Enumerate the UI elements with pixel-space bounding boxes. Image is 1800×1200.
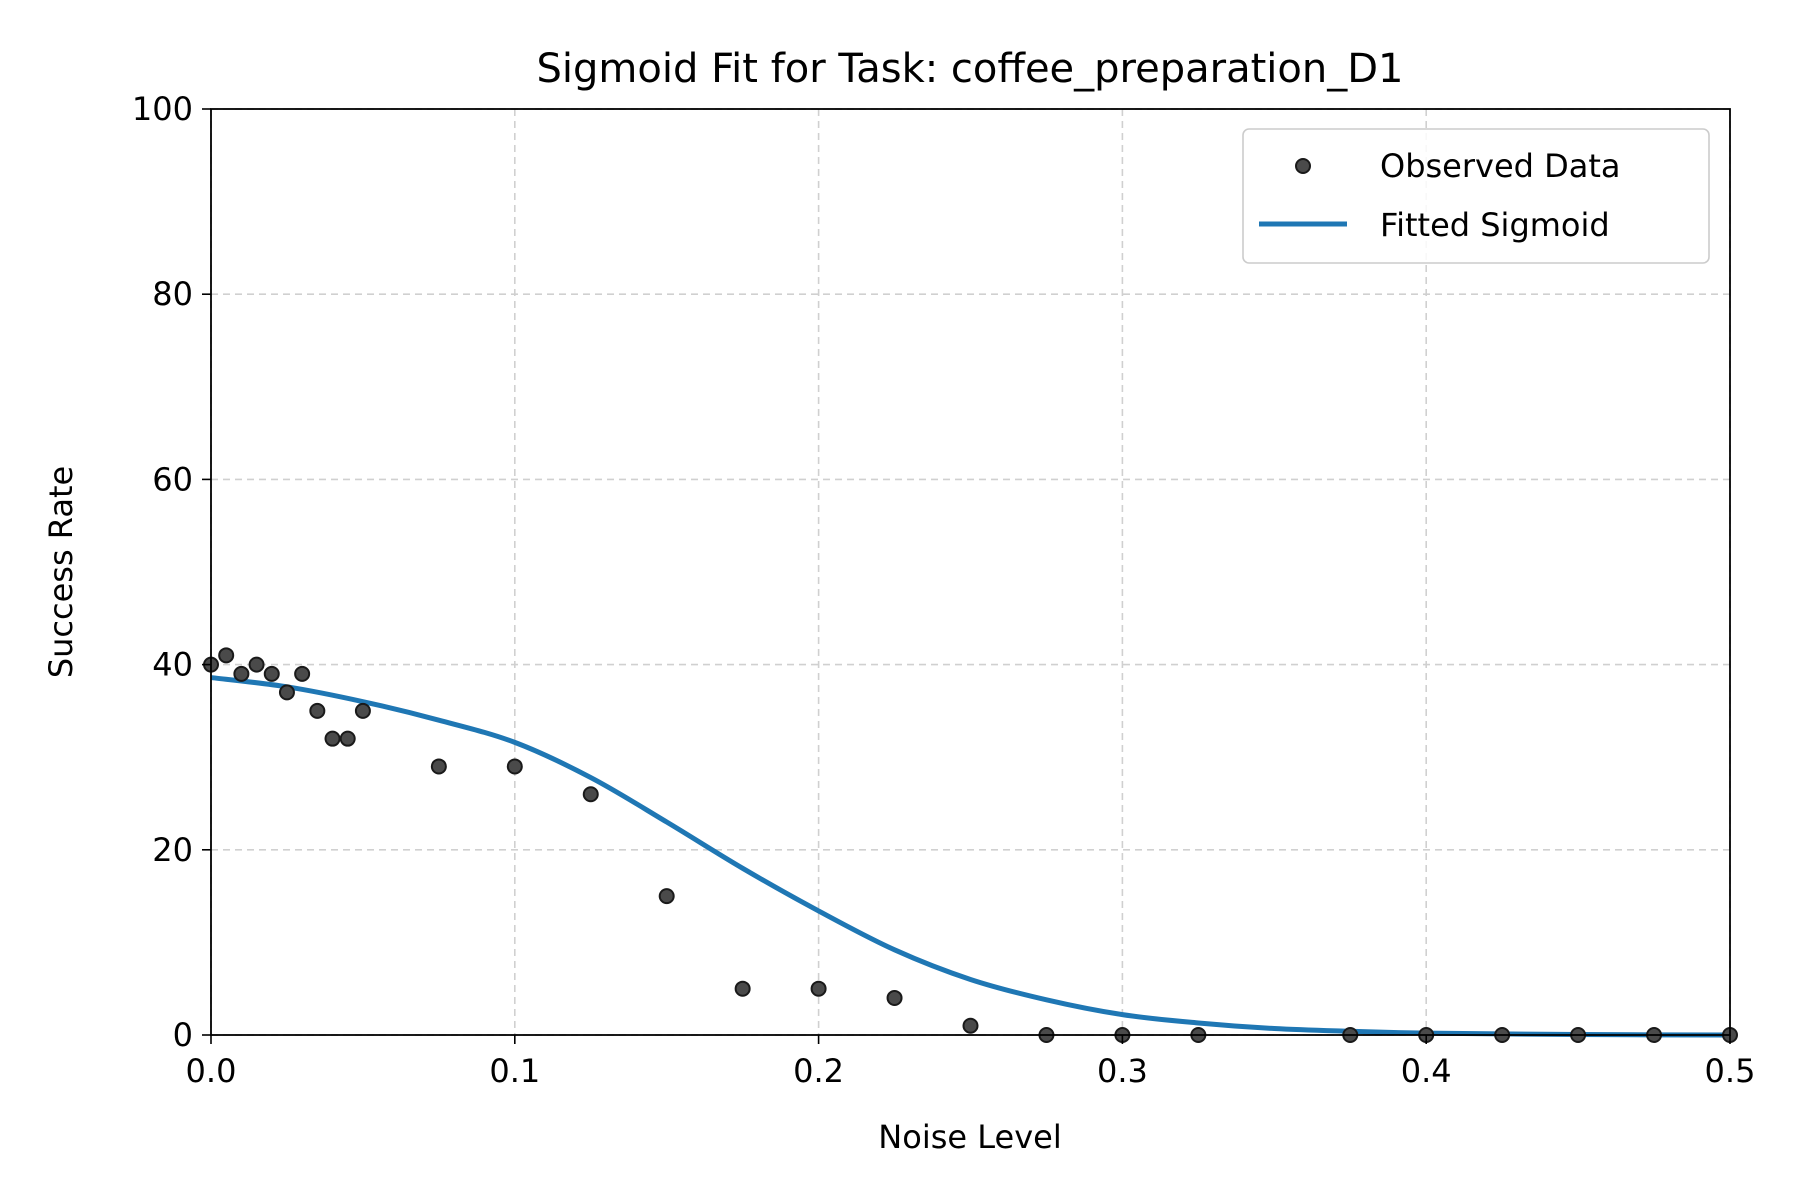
x-tick-label: 0.2 <box>793 1052 844 1090</box>
fitted-sigmoid-line <box>210 675 1731 1038</box>
legend-label-observed-data: Observed Data <box>1380 147 1621 185</box>
axis-ticks: 0.0 0.1 0.2 0.3 0.4 0.5 0 20 40 60 80 100 <box>132 90 1756 1090</box>
observed-data-point <box>962 1017 979 1034</box>
y-axis-label: Success Rate <box>42 466 80 678</box>
y-tick-label: 0 <box>173 1016 193 1054</box>
observed-data-point <box>734 980 751 997</box>
x-tick-label: 0.5 <box>1705 1052 1756 1090</box>
fitted-sigmoid-series <box>210 675 1731 1038</box>
observed-data-point <box>294 665 311 682</box>
observed-data-point <box>263 665 280 682</box>
y-tick-label: 60 <box>152 460 193 498</box>
x-tick-label: 0.4 <box>1401 1052 1452 1090</box>
x-tick-label: 0.1 <box>489 1052 540 1090</box>
observed-data-point <box>309 702 326 719</box>
observed-data-point <box>886 989 903 1006</box>
legend-marker-observed-data <box>1295 158 1311 174</box>
legend-label-fitted-sigmoid: Fitted Sigmoid <box>1380 206 1610 244</box>
observed-data-point <box>248 656 265 673</box>
x-tick-label: 0.0 <box>186 1052 237 1090</box>
x-axis-label: Noise Level <box>878 1118 1061 1156</box>
observed-data-series <box>203 647 1738 1043</box>
observed-data-point <box>810 980 827 997</box>
y-tick-label: 20 <box>152 831 193 869</box>
y-tick-label: 100 <box>132 90 193 128</box>
legend-box <box>1242 128 1710 264</box>
observed-data-point <box>354 702 371 719</box>
plot-frame <box>210 108 1731 1036</box>
observed-data-point <box>658 888 675 905</box>
y-tick-label: 80 <box>152 275 193 313</box>
observed-data-point <box>582 786 599 803</box>
chart-title: Sigmoid Fit for Task: coffee_preparation… <box>537 46 1404 92</box>
legend: Observed Data Fitted Sigmoid <box>1242 128 1710 264</box>
observed-data-point <box>339 730 356 747</box>
observed-data-point <box>218 647 235 664</box>
y-tick-label: 40 <box>152 646 193 684</box>
observed-data-point <box>233 665 250 682</box>
x-tick-label: 0.3 <box>1097 1052 1148 1090</box>
observed-data-point <box>430 758 447 775</box>
observed-data-point <box>324 730 341 747</box>
observed-data-point <box>506 758 523 775</box>
observed-data-point <box>278 684 295 701</box>
